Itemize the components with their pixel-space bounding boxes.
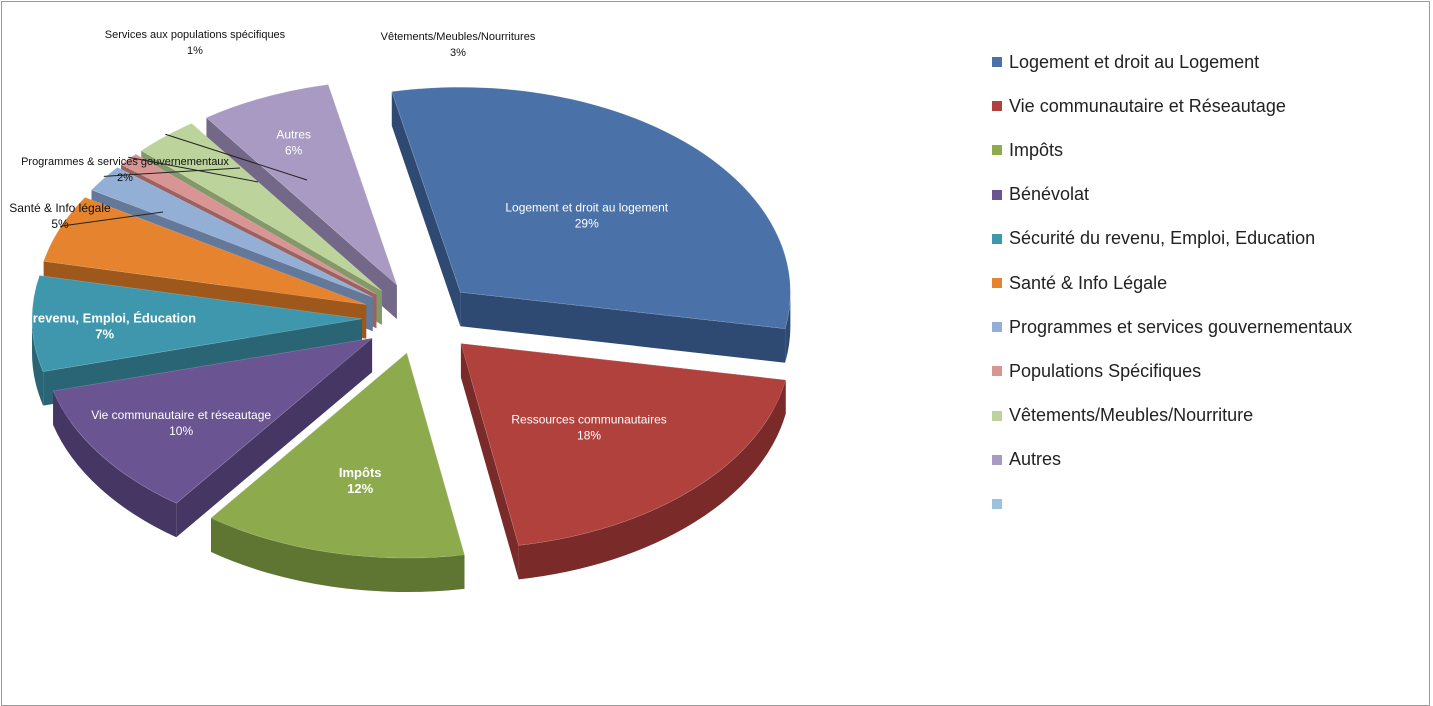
slice-rim bbox=[211, 518, 465, 593]
pie-slice-9 bbox=[205, 84, 398, 287]
pie-slice-3 bbox=[52, 337, 374, 504]
slice-value-2: 12% bbox=[347, 481, 373, 496]
slice-label-2: Impôts bbox=[339, 465, 382, 480]
legend-label: Vêtements/Meubles/Nourriture bbox=[1009, 405, 1254, 426]
slice-rim bbox=[32, 318, 44, 406]
slice-rim bbox=[518, 379, 786, 580]
legend-label: Logement et droit au Logement bbox=[1009, 51, 1260, 72]
slice-label-7: Services aux populations spécifiques bbox=[105, 29, 286, 41]
legend-swatch bbox=[992, 145, 1002, 156]
pie-chart: Logement et droit au logement 29% Ressourc… bbox=[9, 29, 791, 593]
leader-line-8 bbox=[165, 133, 308, 181]
legend-item: Sécurité du revenu, Emploi, Education bbox=[992, 217, 1422, 261]
slice-value-1: 18% bbox=[577, 428, 601, 442]
legend-label: Vie communautaire et Réseautage bbox=[1009, 95, 1286, 116]
slice-labels: Logement et droit au logement 29% Ressourc… bbox=[9, 29, 669, 496]
slice-rim bbox=[785, 292, 791, 363]
slice-label-4: du revenu, Emploi, Éducation bbox=[13, 311, 196, 326]
slice-value-6: 2% bbox=[117, 172, 133, 184]
legend-item: Impôts bbox=[992, 128, 1422, 172]
legend-swatch bbox=[992, 101, 1002, 112]
slice-value-3: 10% bbox=[169, 424, 193, 438]
slice-label-0: Logement et droit au logement bbox=[505, 200, 668, 214]
legend-item: Programmes et services gouvernementaux bbox=[992, 305, 1422, 349]
slice-value-7: 1% bbox=[187, 45, 203, 57]
slice-label-5: Santé & Info légale bbox=[9, 201, 111, 215]
legend-item: Vêtements/Meubles/Nourriture bbox=[992, 394, 1422, 438]
slice-tops bbox=[31, 84, 791, 559]
pie-slice-5 bbox=[43, 196, 367, 305]
legend-label: Bénévolat bbox=[1009, 184, 1090, 205]
legend-label: Santé & Info Légale bbox=[1009, 272, 1168, 293]
slice-value-8: 3% bbox=[450, 47, 466, 59]
slice-rim bbox=[53, 390, 177, 538]
legend-swatch bbox=[992, 278, 1002, 289]
legend-label: Sécurité du revenu, Emploi, Education bbox=[1009, 228, 1316, 249]
legend-item: Populations Spécifiques bbox=[992, 349, 1422, 393]
leader-line-7 bbox=[128, 156, 259, 183]
slice-label-6: Programmes & services gouvernementaux bbox=[21, 156, 229, 168]
legend-item: Santé & Info Légale bbox=[992, 261, 1422, 305]
legend-swatch bbox=[992, 410, 1002, 421]
legend-swatch bbox=[992, 233, 1002, 244]
slice-label-3: Vie communautaire et réseautage bbox=[91, 408, 271, 422]
pie-slice-8 bbox=[140, 123, 383, 292]
leader-line-5 bbox=[59, 211, 164, 227]
slice-label-9: Autres bbox=[276, 128, 311, 142]
pie-slice-1 bbox=[460, 343, 787, 546]
pie-slice-6 bbox=[90, 166, 373, 298]
legend-label: Populations Spécifiques bbox=[1009, 360, 1202, 381]
slice-wall bbox=[176, 338, 373, 538]
pie-slice-4 bbox=[31, 275, 363, 372]
legend-swatch bbox=[992, 366, 1002, 377]
legend-item: Logement et droit au Logement bbox=[992, 40, 1422, 84]
legend-swatch bbox=[992, 189, 1002, 200]
slice-side-0 bbox=[391, 91, 791, 363]
slice-value-0: 29% bbox=[575, 216, 599, 230]
legend-label: Programmes et services gouvernementaux bbox=[1009, 316, 1353, 337]
slice-value-4: 7% bbox=[95, 327, 114, 342]
legend-swatch bbox=[992, 498, 1002, 509]
slice-wall bbox=[391, 91, 461, 327]
legend-swatch bbox=[992, 322, 1002, 333]
legend-swatch bbox=[992, 57, 1002, 68]
chart-legend: Logement et droit au Logement Vie communa… bbox=[992, 40, 1422, 526]
slice-value-5: 5% bbox=[51, 217, 69, 231]
legend-item bbox=[992, 482, 1422, 526]
legend-swatch bbox=[992, 454, 1002, 465]
legend-item: Bénévolat bbox=[992, 173, 1422, 217]
legend-item: Vie communautaire et Réseautage bbox=[992, 84, 1422, 128]
pie-slice-2 bbox=[210, 352, 465, 559]
slice-value-9: 6% bbox=[285, 144, 303, 158]
slice-label-1: Ressources communautaires bbox=[511, 412, 666, 426]
legend-label: Autres bbox=[1009, 449, 1062, 470]
legend-item: Autres bbox=[992, 438, 1422, 482]
pie-slice-0 bbox=[391, 86, 791, 330]
pie-slice-7 bbox=[120, 153, 377, 295]
slice-label-8: Vêtements/Meubles/Nourritures bbox=[381, 31, 536, 43]
legend-label: Impôts bbox=[1009, 139, 1064, 160]
slice-wall bbox=[460, 343, 519, 580]
leader-line-6 bbox=[103, 167, 241, 177]
slice-wall bbox=[460, 292, 786, 363]
